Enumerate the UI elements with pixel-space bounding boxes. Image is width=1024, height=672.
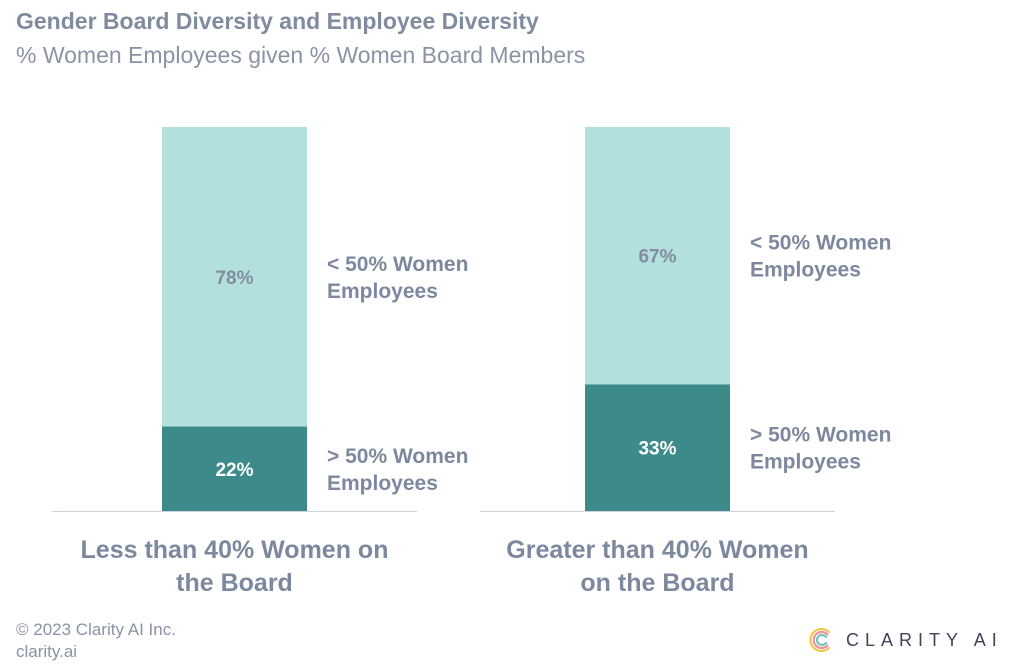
- chart-subtitle: % Women Employees given % Women Board Me…: [16, 42, 586, 68]
- data-label-under-50-1: 78%: [215, 268, 253, 289]
- data-label-over-50-1: 22%: [215, 460, 253, 481]
- series-label-over-50-2: > 50% Women Employees: [750, 424, 891, 474]
- bar-segment-under-50-1: [162, 127, 307, 427]
- data-label-under-50-2: 67%: [638, 247, 676, 268]
- chart-title: Gender Board Diversity and Employee Dive…: [16, 8, 539, 34]
- bar-segment-over-50-2: [585, 384, 730, 511]
- category-label-1: Less than 40% Women on the Board: [81, 536, 389, 597]
- clarity-ai-logo-icon: [809, 627, 831, 653]
- footer-copyright: © 2023 Clarity AI Inc.: [16, 620, 176, 639]
- series-label-under-50-1: < 50% Women Employees: [327, 253, 468, 303]
- series-label-under-50-2: < 50% Women Employees: [750, 232, 891, 282]
- bar-segment-over-50-1: [162, 426, 307, 511]
- series-label-over-50-1: > 50% Women Employees: [327, 445, 468, 495]
- logo-text: CLARITY AI: [846, 629, 1003, 650]
- category-label-2: Greater than 40% Women on the Board: [506, 536, 808, 597]
- bar-segment-under-50-2: [585, 127, 730, 385]
- data-label-over-50-2: 33%: [638, 439, 676, 460]
- footer-url: clarity.ai: [16, 642, 78, 661]
- brand-logo: CLARITY AI: [808, 622, 1003, 658]
